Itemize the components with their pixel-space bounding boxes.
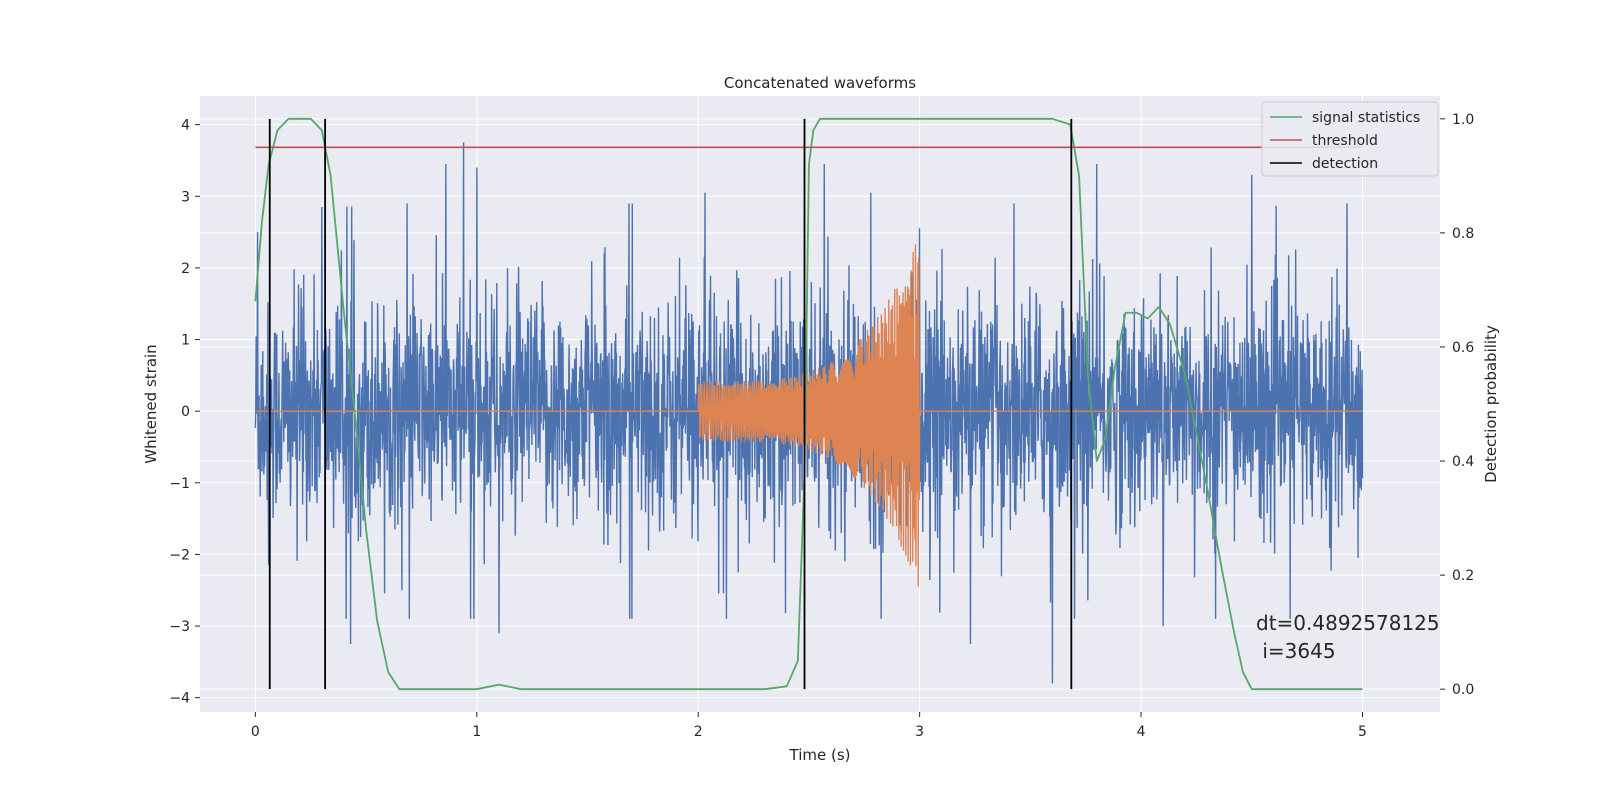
series-chirp-signal	[255, 244, 1363, 587]
x-axis-label: Time (s)	[789, 746, 851, 764]
x-tick-label: 0	[251, 724, 260, 740]
annotation-index: i=3645	[1256, 639, 1336, 663]
left-y-tick-label: −2	[169, 547, 190, 563]
x-tick-label: 3	[915, 724, 924, 740]
left-y-axis-label: Whitened strain	[142, 344, 160, 463]
legend: signal statistics threshold detection	[1261, 101, 1439, 177]
x-tick-label: 5	[1358, 724, 1367, 740]
left-y-axis-ticks: −4 −3 −2 −1 0 1 2 3 4	[169, 118, 200, 707]
right-y-tick-label: 0.0	[1452, 682, 1474, 698]
left-y-tick-label: −4	[169, 691, 190, 707]
right-y-tick-label: 0.8	[1452, 226, 1474, 242]
legend-label-signal-statistics: signal statistics	[1312, 110, 1420, 126]
right-y-tick-label: 0.4	[1452, 454, 1474, 470]
left-y-tick-label: 2	[181, 261, 190, 277]
right-y-tick-label: 0.2	[1452, 568, 1474, 584]
x-tick-label: 1	[472, 724, 481, 740]
legend-box	[1261, 101, 1439, 177]
left-y-tick-label: −3	[169, 619, 190, 635]
annotation-dt: dt=0.4892578125	[1256, 611, 1440, 635]
legend-label-threshold: threshold	[1312, 133, 1378, 149]
right-y-tick-label: 0.6	[1452, 340, 1474, 356]
right-y-axis-label: Detection probability	[1482, 325, 1500, 483]
right-y-axis-ticks: 0.0 0.2 0.4 0.6 0.8 1.0	[1440, 112, 1474, 698]
x-tick-label: 2	[694, 724, 703, 740]
x-tick-label: 4	[1137, 724, 1146, 740]
left-y-tick-label: −1	[169, 476, 190, 492]
x-axis-ticks: 0 1 2 3 4 5	[251, 712, 1367, 740]
legend-label-detection: detection	[1312, 156, 1378, 172]
left-y-tick-label: 0	[181, 404, 190, 420]
left-y-tick-label: 4	[181, 118, 190, 134]
left-y-tick-label: 1	[181, 333, 190, 349]
right-y-tick-label: 1.0	[1452, 112, 1474, 128]
series-layer	[254, 117, 1364, 691]
left-y-tick-label: 3	[181, 189, 190, 205]
chart-title: Concatenated waveforms	[724, 74, 916, 92]
